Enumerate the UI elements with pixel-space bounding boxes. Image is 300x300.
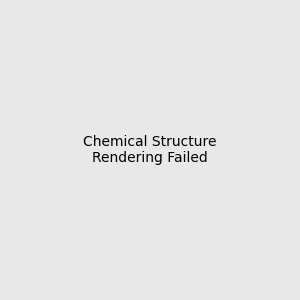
Text: Chemical Structure
Rendering Failed: Chemical Structure Rendering Failed: [83, 135, 217, 165]
